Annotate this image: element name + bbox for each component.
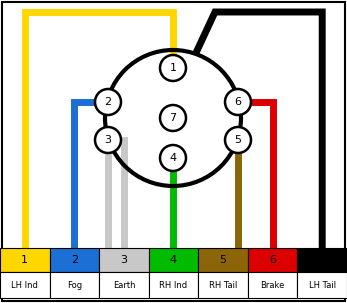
Bar: [50, 272, 99, 298]
Text: Brake: Brake: [261, 281, 285, 289]
Circle shape: [160, 145, 186, 171]
Text: RH Ind: RH Ind: [159, 281, 188, 289]
Bar: [248, 248, 297, 272]
Circle shape: [225, 127, 251, 153]
Bar: [198, 272, 248, 298]
Text: 3: 3: [120, 255, 127, 265]
Bar: [248, 272, 297, 298]
Text: 1: 1: [169, 63, 177, 73]
Text: 4: 4: [169, 153, 177, 163]
Text: 6: 6: [235, 97, 242, 107]
Text: 4: 4: [170, 255, 177, 265]
Bar: [0, 272, 50, 298]
Circle shape: [95, 127, 121, 153]
Text: 2: 2: [71, 255, 78, 265]
Text: LH Ind: LH Ind: [11, 281, 38, 289]
Bar: [99, 272, 149, 298]
Text: 1: 1: [21, 255, 28, 265]
Text: Earth: Earth: [113, 281, 135, 289]
Text: RH Tail: RH Tail: [209, 281, 237, 289]
Text: 5: 5: [235, 135, 242, 145]
Bar: [50, 248, 99, 272]
Circle shape: [160, 55, 186, 81]
Bar: [198, 248, 248, 272]
Text: 7: 7: [319, 255, 326, 265]
Circle shape: [95, 89, 121, 115]
Bar: [99, 248, 149, 272]
Text: Fog: Fog: [67, 281, 82, 289]
Text: 5: 5: [220, 255, 227, 265]
Text: 7: 7: [169, 113, 177, 123]
Text: 2: 2: [104, 97, 112, 107]
Bar: [149, 272, 198, 298]
Bar: [149, 248, 198, 272]
Text: 6: 6: [269, 255, 276, 265]
Text: LH Tail: LH Tail: [308, 281, 336, 289]
Circle shape: [160, 105, 186, 131]
Bar: [297, 248, 347, 272]
Circle shape: [225, 89, 251, 115]
Bar: [0, 248, 50, 272]
Text: 3: 3: [104, 135, 111, 145]
Bar: [297, 272, 347, 298]
